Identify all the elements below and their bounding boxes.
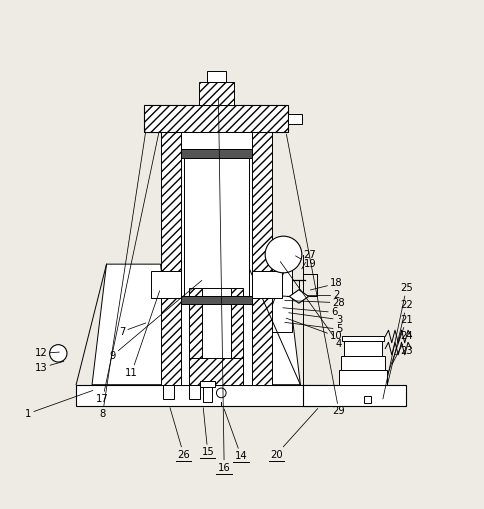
- Bar: [200, 381, 214, 387]
- Text: 11: 11: [125, 291, 159, 378]
- Text: 14: 14: [224, 409, 247, 461]
- Text: 13: 13: [34, 361, 64, 373]
- Bar: [201, 288, 230, 375]
- Polygon shape: [232, 264, 300, 385]
- Text: 25: 25: [382, 283, 412, 399]
- Text: 10: 10: [286, 318, 342, 342]
- Bar: [181, 115, 252, 385]
- Text: 24: 24: [392, 331, 412, 364]
- Bar: [342, 336, 383, 342]
- Text: 7: 7: [119, 323, 146, 336]
- Text: 9: 9: [109, 280, 201, 361]
- Text: 29: 29: [286, 134, 345, 416]
- Text: 1: 1: [25, 390, 92, 418]
- Text: 12: 12: [34, 348, 59, 358]
- Text: 20: 20: [270, 408, 317, 460]
- Text: 17: 17: [96, 132, 159, 404]
- Bar: [252, 271, 282, 298]
- Bar: [151, 271, 181, 298]
- Text: 8: 8: [99, 132, 145, 418]
- Bar: [76, 385, 326, 406]
- Text: 4: 4: [280, 262, 341, 349]
- Circle shape: [49, 345, 67, 362]
- Bar: [199, 82, 233, 105]
- Bar: [160, 115, 181, 385]
- Bar: [252, 115, 272, 385]
- Circle shape: [265, 236, 301, 273]
- Bar: [189, 288, 201, 375]
- Circle shape: [216, 388, 226, 398]
- Text: 6: 6: [282, 307, 336, 318]
- Bar: [343, 342, 381, 356]
- Text: 26: 26: [169, 408, 190, 460]
- Bar: [338, 370, 386, 385]
- Text: 27: 27: [301, 249, 316, 269]
- Text: 21: 21: [387, 315, 412, 374]
- Bar: [302, 385, 406, 406]
- Text: 19: 19: [295, 256, 316, 269]
- Bar: [202, 383, 211, 402]
- Bar: [143, 105, 287, 131]
- Text: 16: 16: [217, 98, 230, 473]
- Bar: [287, 114, 301, 124]
- Bar: [181, 131, 252, 149]
- Text: 18: 18: [310, 278, 342, 290]
- Bar: [206, 71, 226, 82]
- Text: 15: 15: [201, 408, 214, 457]
- Text: 23: 23: [394, 346, 412, 356]
- Bar: [163, 385, 173, 399]
- Text: 3: 3: [288, 313, 341, 325]
- Bar: [189, 358, 243, 385]
- Bar: [181, 149, 252, 158]
- Polygon shape: [288, 290, 308, 303]
- Text: 22: 22: [387, 300, 412, 383]
- Text: 5: 5: [284, 322, 341, 334]
- Bar: [341, 356, 384, 370]
- Bar: [181, 296, 252, 304]
- Bar: [363, 396, 370, 403]
- Polygon shape: [92, 264, 175, 385]
- Bar: [230, 288, 243, 375]
- Text: 2: 2: [307, 291, 339, 300]
- Bar: [189, 385, 200, 399]
- Bar: [272, 245, 291, 332]
- Bar: [183, 153, 249, 298]
- Text: 28: 28: [284, 298, 345, 308]
